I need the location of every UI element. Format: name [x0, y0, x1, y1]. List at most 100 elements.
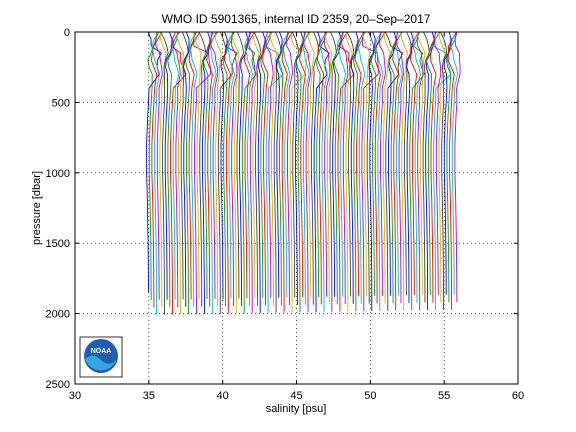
profile-line [261, 31, 272, 306]
x-tick-label: 30 [69, 390, 81, 402]
profile-line [180, 31, 189, 300]
profile-line [236, 31, 245, 299]
profile-line [374, 31, 384, 311]
profile-line [439, 31, 448, 310]
profile-line [384, 31, 404, 311]
profile-line [450, 31, 459, 295]
profile-line [291, 31, 300, 298]
profile-line [307, 31, 315, 298]
profile-line [302, 31, 311, 305]
profile-line [337, 31, 355, 312]
y-tick-label: 2500 [46, 379, 70, 391]
profile-line [277, 31, 289, 306]
profile-line [170, 31, 187, 315]
profile-line [378, 31, 386, 296]
profile-line [281, 31, 293, 313]
profile-line [222, 31, 234, 307]
profile-line [346, 31, 355, 297]
profile-line [257, 31, 266, 313]
profile-line [410, 31, 419, 296]
x-tick-label: 55 [438, 390, 450, 402]
profile-line [223, 31, 234, 314]
x-tick-label: 40 [217, 390, 229, 402]
profile-line [430, 31, 441, 303]
profile-line [253, 31, 262, 306]
profile-line [319, 31, 328, 312]
profile-line [395, 31, 404, 303]
profile-line [345, 31, 353, 312]
profile-line [382, 31, 391, 304]
x-tick-label: 35 [143, 390, 155, 402]
profile-line [361, 31, 371, 297]
profile-line [285, 31, 293, 305]
profile-line [193, 31, 202, 300]
profile-line [183, 31, 190, 307]
profile-line [350, 31, 359, 304]
profile-line [210, 31, 219, 299]
profile-line [388, 31, 398, 304]
x-tick-label: 60 [512, 390, 524, 402]
profile-line [198, 31, 207, 307]
profile-line [388, 31, 397, 296]
profile-line [252, 31, 260, 299]
profile-line [167, 31, 179, 308]
profile-line [295, 31, 305, 313]
profile-line [370, 31, 382, 297]
profile-line [176, 31, 185, 315]
noaa-logo-text: NOAA [91, 348, 112, 355]
profile-line [406, 31, 414, 303]
profile-line [416, 31, 424, 311]
profile-lines [146, 31, 461, 315]
profile-line [357, 31, 366, 304]
profile-line [172, 31, 181, 307]
y-tick-label: 2000 [46, 309, 70, 321]
profile-line [244, 31, 253, 306]
profile-line [155, 31, 163, 300]
profile-line [340, 31, 349, 304]
profile-line [336, 31, 346, 297]
profile-line [361, 31, 379, 312]
profile-line [220, 31, 228, 299]
profile-line [374, 31, 386, 304]
profile-line [353, 31, 365, 312]
profile-line [217, 31, 238, 314]
chart-title: WMO ID 5901365, internal ID 2359, 20–Sep… [162, 12, 431, 26]
profile-line [171, 31, 181, 300]
profile-line [317, 31, 327, 305]
profile-line [437, 31, 446, 303]
y-tick-label: 1000 [46, 168, 70, 180]
profile-line [269, 31, 278, 306]
profile-line [315, 31, 327, 298]
axis-ticks: 30 35 40 45 50 55 60 0 500 1000 1500 2000 2500 [46, 27, 525, 402]
profile-line [189, 31, 198, 307]
x-tick-label: 50 [364, 390, 376, 402]
profile-line [395, 31, 403, 296]
profile-line [226, 31, 235, 299]
profile-line [445, 31, 458, 303]
profile-line [275, 31, 283, 298]
profile-line [354, 31, 365, 297]
profile-line [299, 31, 310, 298]
profile-line [231, 31, 238, 306]
profile-line [399, 31, 409, 311]
profile-line [447, 31, 457, 310]
profile-line [289, 31, 309, 313]
profile-line [260, 31, 272, 299]
profile-line [454, 31, 461, 303]
y-tick-label: 500 [52, 97, 70, 109]
x-tick-label: 45 [290, 390, 302, 402]
profile-line [422, 31, 430, 303]
profile-line [202, 31, 212, 300]
profile-line [323, 31, 331, 297]
profile-line [159, 31, 167, 308]
profile-line [151, 31, 161, 315]
y-axis-label: pressure [dbar] [31, 171, 43, 245]
profile-line [206, 31, 217, 307]
profile-line [164, 31, 173, 300]
y-tick-label: 1500 [46, 238, 70, 250]
profile-line [209, 31, 219, 314]
profile-line [416, 31, 426, 296]
profile-line [231, 31, 240, 314]
profile-line [281, 31, 291, 298]
